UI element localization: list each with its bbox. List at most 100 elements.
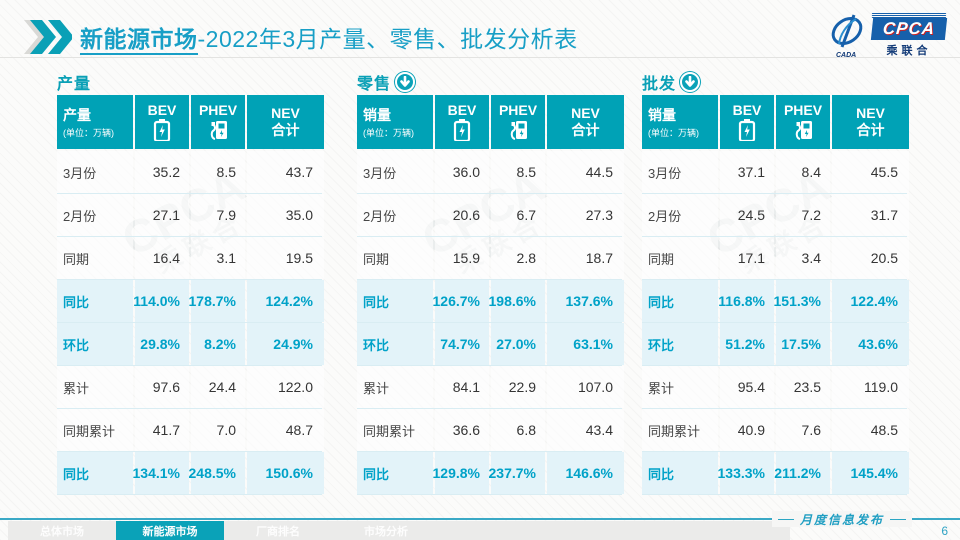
table-row: 同比 116.8% 151.3% 122.4%	[642, 280, 909, 323]
cpca-wordmark: CPCA	[870, 17, 948, 40]
cell-value: 7.6	[776, 409, 830, 451]
column-header-phev: PHEV	[491, 95, 545, 149]
table-row: 同期 15.9 2.8 18.7	[357, 237, 624, 280]
table-header-row: 销量 (单位：万辆) BEV PHEV	[642, 95, 909, 149]
cell-value: 134.1%	[133, 452, 189, 494]
cell-value: 24.5	[720, 194, 774, 236]
cell-value: 122.0	[247, 366, 324, 408]
unit-label: (单位：万辆)	[363, 128, 414, 138]
cell-value: 20.6	[435, 194, 489, 236]
cell-value: 17.5%	[776, 323, 830, 365]
section-title: 批发	[642, 76, 677, 93]
tab-总体市场[interactable]: 总体市场	[40, 525, 84, 538]
cell-value: 27.1	[135, 194, 189, 236]
cell-value: 178.7%	[189, 280, 245, 322]
release-label-dash-left	[777, 518, 794, 520]
table-row: 2月份 20.6 6.7 27.3	[357, 194, 624, 237]
cell-value: 22.9	[491, 366, 545, 408]
table-row: 3月份 36.0 8.5 44.5	[357, 151, 624, 194]
cell-value: 27.0%	[491, 323, 545, 365]
cell-value: 150.6%	[247, 452, 324, 494]
cell-value: 145.4%	[832, 452, 909, 494]
cell-value: 8.4	[776, 151, 830, 193]
cell-value: 15.9	[435, 237, 489, 279]
release-label: 月度信息发布	[771, 511, 912, 527]
table-header-row: 产量 (单位：万辆) BEV PHEV	[57, 95, 324, 149]
cell-value: 48.5	[832, 409, 909, 451]
cell-value: 3.1	[191, 237, 245, 279]
page-title-highlight: 新能源市场	[80, 26, 198, 55]
section-title-row: 零售	[357, 70, 622, 94]
logo-stripes	[871, 12, 947, 18]
tab-厂商排名[interactable]: 厂商排名	[256, 525, 300, 538]
column-header-bev: BEV	[135, 95, 189, 149]
table-row: 2月份 24.5 7.2 31.7	[642, 194, 909, 237]
section-title: 零售	[357, 76, 392, 93]
measure-label: 销量	[648, 107, 676, 123]
tab-新能源市场[interactable]: 新能源市场	[116, 521, 224, 540]
page-title: 新能源市场-2022年3月产量、零售、批发分析表	[80, 20, 578, 55]
release-label-dash-right	[890, 518, 906, 520]
table-body: 3月份 36.0 8.5 44.5 2月份 20.6 6.7 27.3 同期 15.9 2.8 18.…	[357, 151, 624, 495]
table-row: 2月份 27.1 7.9 35.0	[57, 194, 324, 237]
table-row: 环比 74.7% 27.0% 63.1%	[357, 323, 624, 366]
page-title-rest: -2022年3月产量、零售、批发分析表	[197, 26, 578, 52]
row-label: 同期	[57, 237, 133, 279]
circle-down-arrow-icon	[395, 72, 416, 92]
section-title: 产量	[57, 76, 92, 93]
row-label: 环比	[57, 323, 133, 365]
cpca-swoosh-icon: CADA	[831, 14, 863, 59]
measure-label: 销量	[363, 107, 391, 123]
column-header-nev: NEV 合计	[247, 95, 324, 149]
cell-value: 126.7%	[433, 280, 489, 322]
column-header-phev: PHEV	[191, 95, 245, 149]
cell-value: 114.0%	[133, 280, 189, 322]
cell-value: 133.3%	[718, 452, 774, 494]
cell-value: 35.0	[247, 194, 324, 236]
footer-rule	[0, 518, 960, 520]
cell-value: 137.6%	[547, 280, 624, 322]
slide-header: 新能源市场-2022年3月产量、零售、批发分析表	[24, 16, 578, 58]
svg-text:CADA: CADA	[836, 52, 856, 59]
cell-value: 43.6%	[832, 323, 909, 365]
row-label: 同期累计	[357, 409, 433, 451]
table-header-row: 销量 (单位：万辆) BEV PHEV	[357, 95, 624, 149]
cell-value: 129.8%	[433, 452, 489, 494]
row-label: 3月份	[357, 151, 433, 193]
row-label: 环比	[642, 323, 718, 365]
row-label: 同期	[357, 237, 433, 279]
cell-value: 37.1	[720, 151, 774, 193]
table-body: 3月份 35.2 8.5 43.7 2月份 27.1 7.9 35.0 同期 16.4 3.1 19.…	[57, 151, 324, 495]
table-header-label-cell: 销量 (单位：万辆)	[357, 95, 433, 149]
table-row: 同比 133.3% 211.2% 145.4%	[642, 452, 909, 495]
section-title-row: 产量	[57, 70, 322, 94]
table-row: 3月份 35.2 8.5 43.7	[57, 151, 324, 194]
row-label: 同期	[642, 237, 718, 279]
section-title-row: 批发	[642, 70, 907, 94]
cell-value: 24.4	[191, 366, 245, 408]
cell-value: 6.7	[491, 194, 545, 236]
cell-value: 31.7	[832, 194, 909, 236]
table-row: 累计 97.6 24.4 122.0	[57, 366, 324, 409]
tab-市场分析[interactable]: 市场分析	[364, 525, 408, 538]
cell-value: 2.8	[491, 237, 545, 279]
table-row: 环比 29.8% 8.2% 24.9%	[57, 323, 324, 366]
cell-value: 119.0	[832, 366, 909, 408]
cell-value: 124.2%	[247, 280, 324, 322]
header-divider	[0, 57, 960, 58]
row-label: 累计	[357, 366, 433, 408]
cell-value: 35.2	[135, 151, 189, 193]
column-header-nev: NEV 合计	[547, 95, 624, 149]
cpca-chinese-name: 乘联合	[886, 44, 932, 57]
row-label: 同期累计	[642, 409, 718, 451]
cell-value: 19.5	[247, 237, 324, 279]
cell-value: 20.5	[832, 237, 909, 279]
double-chevron-right-icon	[24, 20, 72, 54]
unit-label: (单位：万辆)	[63, 128, 114, 138]
charging-pump-icon	[210, 121, 227, 140]
table-row: 同比 134.1% 248.5% 150.6%	[57, 452, 324, 495]
cell-value: 16.4	[135, 237, 189, 279]
